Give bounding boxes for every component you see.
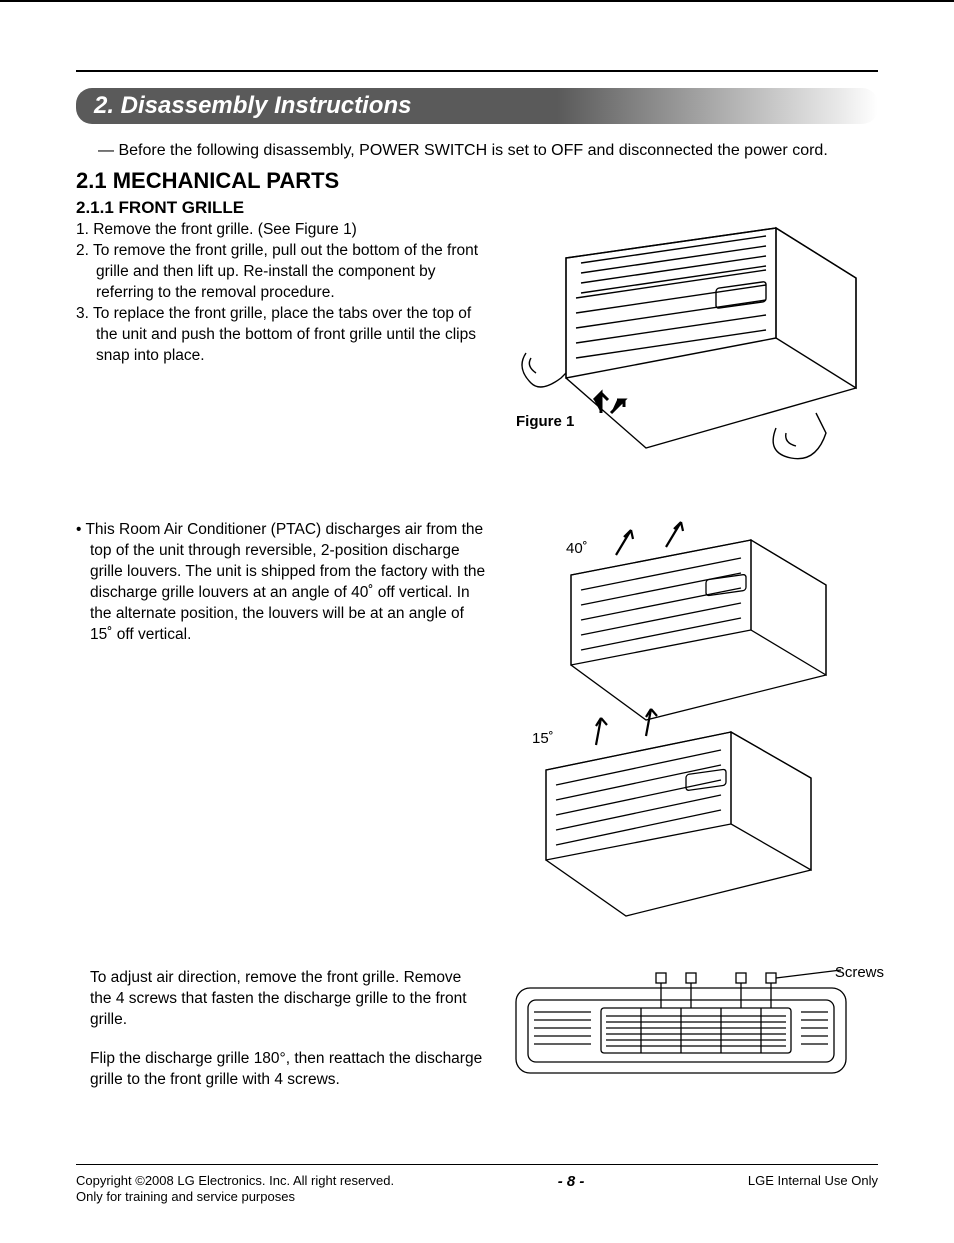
angle-40-label: 40˚ xyxy=(566,540,588,557)
step-2: 2. To remove the front grille, pull out … xyxy=(76,241,486,304)
steps-list: 1. Remove the front grille. (See Figure … xyxy=(76,220,486,366)
screws-label: Screws xyxy=(835,964,884,981)
footer-purpose: Only for training and service purposes xyxy=(76,1189,394,1205)
louver-text: • This Room Air Conditioner (PTAC) disch… xyxy=(76,520,486,646)
adjust-p2: Flip the discharge grille 180°, then rea… xyxy=(76,1049,486,1091)
section-header-title: 2. Disassembly Instructions xyxy=(94,92,411,119)
figure-1-label: Figure 1 xyxy=(516,413,574,430)
bottom-view-container: Screws xyxy=(506,968,878,1098)
louver-bullet: • This Room Air Conditioner (PTAC) disch… xyxy=(76,520,486,646)
front-grille-text: 1. Remove the front grille. (See Figure … xyxy=(76,218,486,366)
step-1: 1. Remove the front grille. (See Figure … xyxy=(76,220,486,241)
louver-diagram-container: 40˚ 15˚ xyxy=(506,520,878,930)
angle-15-label: 15˚ xyxy=(532,730,554,747)
footer-internal: LGE Internal Use Only xyxy=(748,1173,878,1188)
adjust-p1: To adjust air direction, remove the fron… xyxy=(76,968,486,1031)
footer-left: Copyright ©2008 LG Electronics. Inc. All… xyxy=(76,1173,394,1206)
footer-page-number: - 8 - xyxy=(558,1173,585,1190)
page: 2. Disassembly Instructions — Before the… xyxy=(0,0,954,1243)
footer-copyright: Copyright ©2008 LG Electronics. Inc. All… xyxy=(76,1173,394,1189)
warning-note: — Before the following disassembly, POWE… xyxy=(98,142,878,160)
block-adjust-direction: To adjust air direction, remove the fron… xyxy=(76,968,878,1098)
block-louver-angle: • This Room Air Conditioner (PTAC) disch… xyxy=(76,520,878,930)
adjust-text: To adjust air direction, remove the fron… xyxy=(76,968,486,1091)
heading-mechanical-parts: 2.1 MECHANICAL PARTS xyxy=(76,168,878,194)
step-3: 3. To replace the front grille, place th… xyxy=(76,304,486,367)
page-footer: Copyright ©2008 LG Electronics. Inc. All… xyxy=(76,1164,878,1206)
figure-1-container: Figure 1 xyxy=(506,218,878,478)
figure-1-diagram xyxy=(506,218,866,478)
heading-front-grille: 2.1.1 FRONT GRILLE xyxy=(76,198,878,218)
block-front-grille: 1. Remove the front grille. (See Figure … xyxy=(76,218,878,478)
louver-angles-diagram xyxy=(506,520,846,930)
bottom-view-diagram xyxy=(506,968,876,1088)
section-header-bar: 2. Disassembly Instructions xyxy=(76,88,878,124)
